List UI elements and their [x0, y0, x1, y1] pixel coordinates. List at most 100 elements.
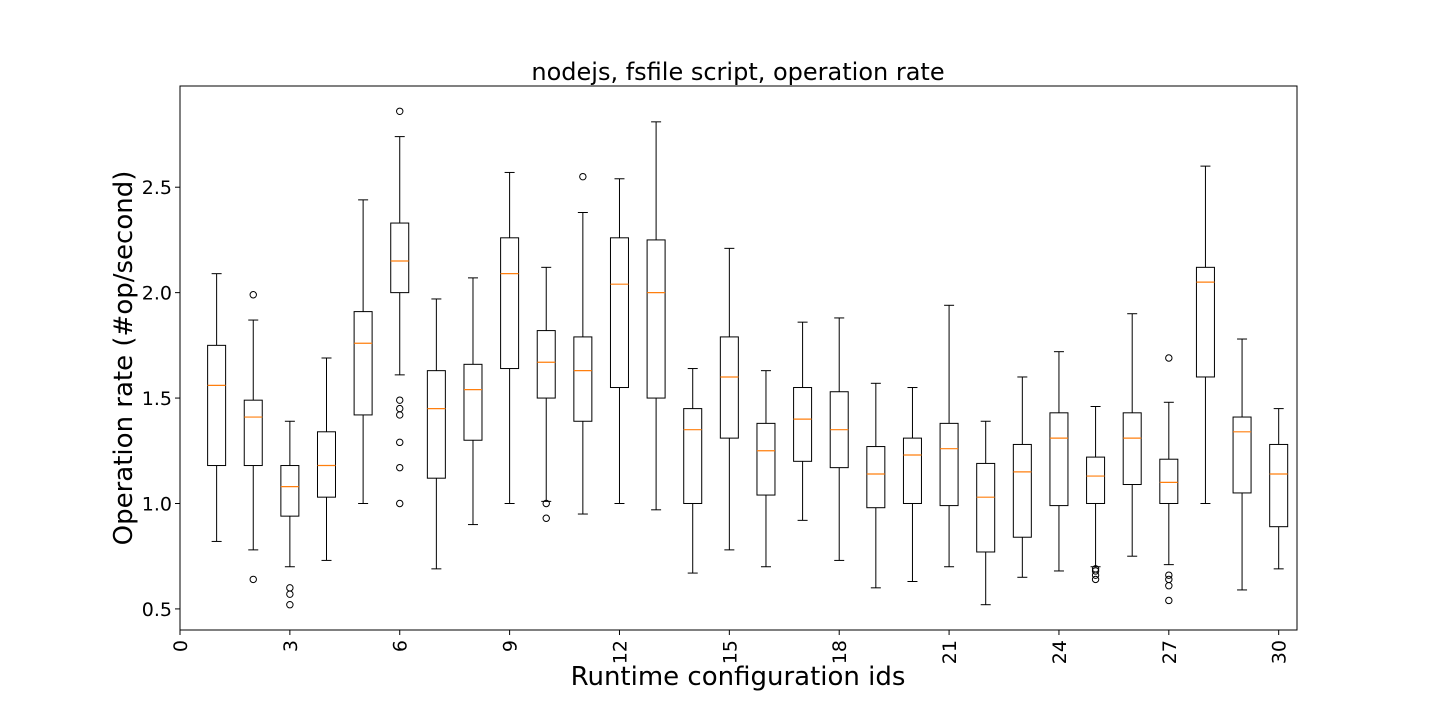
box-16	[756, 370, 776, 568]
outlier-point	[579, 172, 587, 181]
outlier-point	[286, 590, 294, 598]
box-12	[609, 178, 629, 504]
outlier-point	[1165, 571, 1173, 579]
box-iqr	[756, 422, 776, 496]
box-14	[683, 368, 703, 574]
plot-frame	[179, 85, 1298, 631]
x-tick-label: 6	[390, 640, 412, 652]
box-6	[390, 107, 410, 508]
box-26	[1122, 313, 1142, 557]
box-iqr	[1122, 412, 1142, 486]
outlier-point	[542, 499, 550, 508]
x-tick-label: 27	[1159, 640, 1181, 664]
box-iqr	[280, 465, 300, 517]
box-11	[573, 172, 593, 515]
box-iqr	[1086, 456, 1106, 504]
box-iqr	[866, 446, 886, 509]
x-axis: 0 3 6 9 12 15 18 21 24 27 30	[170, 630, 1291, 664]
outlier-point	[1165, 575, 1173, 584]
box-30	[1269, 408, 1289, 570]
box-1	[207, 273, 227, 542]
outlier-point	[286, 584, 294, 592]
outlier-point	[1165, 582, 1173, 590]
outlier-point	[286, 600, 294, 609]
box-iqr	[500, 237, 520, 370]
box-7	[426, 298, 446, 570]
y-tick-label: 2.5	[142, 177, 172, 199]
box-17	[793, 321, 813, 521]
y-axis: 0.5 1.0 1.5 2.0 2.5	[142, 177, 180, 621]
box-iqr	[426, 370, 446, 479]
box-iqr	[353, 311, 373, 416]
outlier-point	[542, 514, 550, 522]
box-iqr	[609, 237, 629, 389]
x-tick-label: 9	[500, 640, 522, 652]
box-2	[243, 291, 263, 584]
y-tick-label: 2.0	[142, 283, 172, 305]
box-18	[829, 317, 849, 561]
box-iqr	[463, 363, 483, 441]
box-21	[939, 304, 959, 568]
x-axis-label: Runtime configuration ids	[571, 662, 906, 692]
box-29	[1232, 338, 1252, 591]
box-iqr	[793, 387, 813, 462]
outlier-point	[396, 107, 404, 116]
box-27	[1159, 354, 1179, 605]
outlier-point	[396, 463, 404, 472]
box-24	[1049, 351, 1069, 572]
box-iqr	[939, 422, 959, 507]
y-tick-label: 0.5	[142, 599, 172, 621]
box-iqr	[316, 431, 336, 498]
box-iqr	[1159, 458, 1179, 504]
outlier-point	[249, 291, 257, 299]
x-tick-label: 12	[609, 640, 631, 664]
box-15	[719, 247, 739, 551]
box-13	[646, 121, 666, 511]
box-19	[866, 382, 886, 589]
x-tick-label: 3	[280, 640, 302, 652]
outlier-point	[396, 499, 404, 508]
y-axis-label: Operation rate (#op/second)	[109, 171, 139, 546]
outlier-point	[396, 396, 404, 404]
box-iqr	[573, 336, 593, 422]
box-iqr	[536, 330, 556, 399]
outlier-point	[1091, 567, 1100, 575]
x-tick-label: 0	[170, 640, 192, 652]
outlier-point	[1091, 565, 1100, 573]
x-tick-label: 18	[829, 640, 851, 664]
box-8	[463, 277, 483, 526]
x-tick-label: 15	[719, 640, 741, 664]
box-10	[536, 266, 556, 522]
x-tick-label: 30	[1269, 640, 1291, 664]
outlier-point	[249, 575, 257, 584]
box-iqr	[1269, 443, 1289, 528]
box-iqr	[207, 344, 227, 467]
outlier-point	[1165, 354, 1173, 362]
box-iqr	[683, 408, 703, 504]
box-23	[1012, 376, 1032, 578]
box-iqr	[390, 222, 410, 294]
box-iqr	[1012, 443, 1032, 538]
box-iqr	[243, 399, 263, 467]
x-tick-label: 21	[939, 640, 961, 664]
box-3	[280, 420, 300, 609]
box-iqr	[976, 462, 996, 553]
outlier-point	[396, 404, 404, 413]
box-5	[353, 199, 373, 504]
box-20	[902, 387, 922, 583]
outlier-point	[396, 438, 404, 447]
box-iqr	[1049, 412, 1069, 507]
box-iqr	[1195, 266, 1215, 378]
chart-title: nodejs, fsfile script, operation rate	[531, 58, 944, 86]
plot-area	[207, 107, 1289, 609]
outlier-point	[1165, 596, 1173, 605]
box-9	[500, 171, 520, 504]
y-tick-label: 1.0	[142, 493, 172, 515]
box-4	[316, 357, 336, 561]
outlier-point	[396, 411, 404, 419]
box-iqr	[719, 336, 739, 439]
box-28	[1195, 165, 1215, 504]
outlier-point	[1091, 575, 1100, 584]
box-iqr	[902, 437, 922, 504]
